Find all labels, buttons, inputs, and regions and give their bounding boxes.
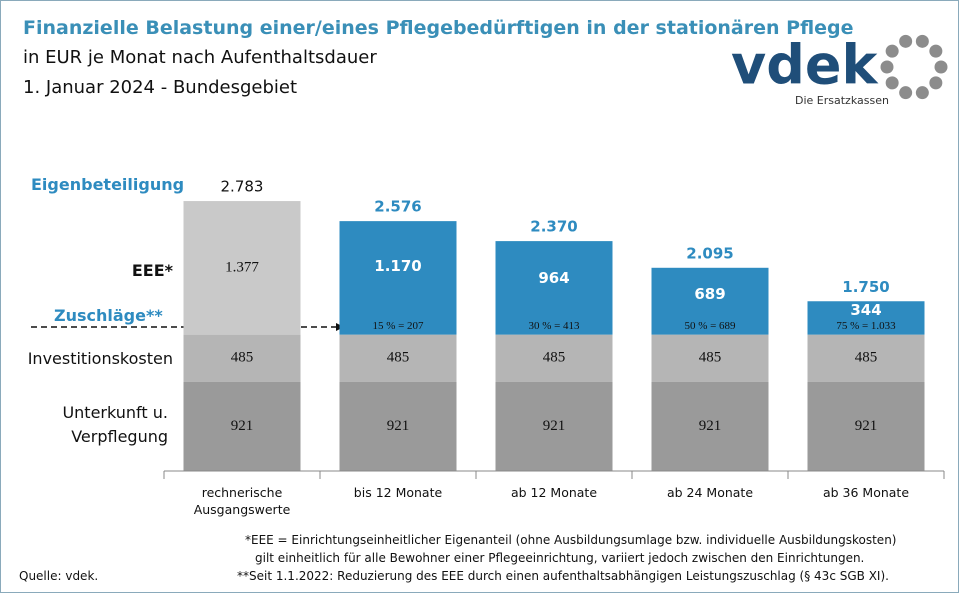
value-label: 921 — [231, 418, 254, 434]
logo-dot — [929, 44, 943, 58]
logo-dot — [885, 76, 899, 90]
value-label: 1.170 — [374, 257, 421, 275]
logo-dot — [929, 76, 943, 90]
legend-label: Investitionskosten — [27, 349, 173, 368]
value-label: 964 — [538, 269, 569, 287]
bar-segment — [183, 334, 301, 382]
bar-segment — [807, 334, 925, 382]
footnote: gilt einheitlich für alle Bewohner einer… — [255, 551, 865, 565]
value-label: 485 — [543, 350, 566, 366]
x-tick-label: ab 12 Monate — [510, 485, 598, 500]
bar-segment — [651, 334, 769, 382]
logo-dot — [915, 34, 929, 48]
bar-segment — [807, 301, 925, 335]
logo-dot — [885, 44, 899, 58]
annotation: Zuschläge** — [54, 306, 163, 325]
title: Finanzielle Belastung einer/eines Pflege… — [23, 17, 854, 39]
logo-dot — [934, 60, 948, 74]
bar-segment — [339, 334, 457, 382]
surcharge-label: 30 % = 413 — [528, 320, 580, 332]
surcharge-label: 50 % = 689 — [684, 320, 736, 332]
x-tick-label: ab 24 Monate — [666, 485, 754, 500]
value-label: 921 — [387, 418, 410, 434]
value-label: 921 — [855, 418, 878, 434]
value-label: 921 — [543, 418, 566, 434]
x-tick-label: bis 12 Monate — [353, 485, 443, 500]
logo-mark — [880, 34, 948, 100]
bar-segment — [339, 221, 457, 335]
x-tick-label: ab 36 Monate — [822, 485, 910, 500]
value-label: 344 — [850, 301, 881, 319]
total-label: 2.783 — [221, 178, 264, 196]
logo-dot — [880, 60, 894, 74]
value-label: 485 — [699, 350, 722, 366]
total-label: 2.370 — [530, 218, 577, 236]
total-label: 2.095 — [686, 244, 733, 262]
bar-segment — [495, 381, 613, 471]
bar-segment — [651, 267, 769, 335]
source: Quelle: vdek. — [19, 569, 99, 583]
bar-segment — [183, 201, 301, 335]
legend-label: EEE* — [131, 261, 173, 280]
surcharge-label: 15 % = 207 — [372, 320, 424, 332]
bar-segment — [807, 381, 925, 471]
logo-dot — [915, 86, 929, 100]
surcharge-label: 75 % = 1.033 — [836, 320, 896, 332]
bar-segment — [495, 334, 613, 382]
legend-label: Unterkunft u. Verpflegung — [62, 403, 168, 446]
annotation: Eigenbeteiligung — [31, 175, 185, 194]
logo-tagline: Die Ersatzkassen — [795, 94, 889, 107]
logo-text: vdek — [731, 34, 878, 97]
value-label: 485 — [231, 350, 254, 366]
bar-segment — [495, 241, 613, 335]
logo-dot — [899, 34, 913, 48]
footnote: **Seit 1.1.2022: Reduzierung des EEE dur… — [237, 569, 889, 583]
value-label: 689 — [694, 285, 725, 303]
value-label: 485 — [387, 350, 410, 366]
value-label: 1.377 — [225, 259, 259, 275]
subtitle: 1. Januar 2024 - Bundesgebiet — [23, 77, 298, 98]
total-label: 1.750 — [842, 278, 889, 296]
footnote: *EEE = Einrichtungseinheitlicher Eigenan… — [245, 533, 897, 547]
subtitle: in EUR je Monat nach Aufenthaltsdauer — [23, 47, 377, 68]
value-label: 485 — [855, 350, 878, 366]
bar-segment — [651, 381, 769, 471]
total-label: 2.576 — [374, 198, 421, 216]
bar-segment — [339, 381, 457, 471]
x-tick-label: rechnerische Ausgangswerte — [193, 485, 291, 517]
logo-dot — [899, 86, 913, 100]
bar-segment — [183, 381, 301, 471]
value-label: 921 — [699, 418, 722, 434]
